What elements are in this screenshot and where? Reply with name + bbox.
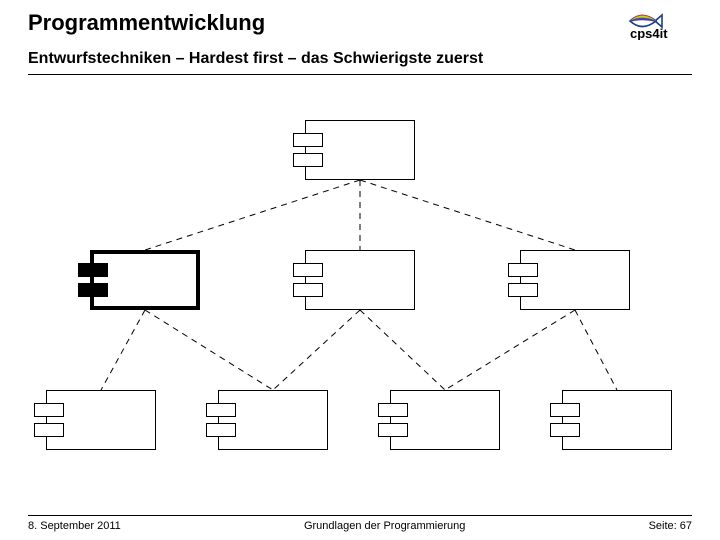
node-notch	[508, 263, 538, 277]
node-notch	[206, 423, 236, 437]
node-notch	[293, 133, 323, 147]
node-notch	[293, 283, 323, 297]
tree-node	[520, 250, 630, 310]
node-notch	[78, 283, 108, 297]
tree-node	[562, 390, 672, 450]
tree-node	[390, 390, 500, 450]
node-notch	[550, 403, 580, 417]
node-notch	[508, 283, 538, 297]
tree-diagram	[0, 100, 720, 480]
header-divider	[28, 74, 692, 75]
node-notch	[293, 263, 323, 277]
tree-node	[305, 120, 415, 180]
brand-logo: cps4it	[628, 12, 692, 40]
footer-page: Seite: 67	[649, 520, 692, 532]
footer-date: 8. September 2011	[28, 520, 121, 532]
node-notch	[78, 263, 108, 277]
svg-text:cps4it: cps4it	[630, 26, 668, 40]
page-subtitle: Entwurfstechniken – Hardest first – das …	[28, 50, 692, 68]
tree-node	[218, 390, 328, 450]
fish-icon: cps4it	[628, 12, 692, 40]
tree-node	[90, 250, 200, 310]
tree-node	[46, 390, 156, 450]
node-notch	[34, 423, 64, 437]
node-notch	[206, 403, 236, 417]
page-title: Programmentwicklung	[28, 10, 265, 36]
node-notch	[293, 153, 323, 167]
footer-divider	[28, 515, 692, 516]
node-notch	[378, 403, 408, 417]
tree-node	[305, 250, 415, 310]
node-notch	[34, 403, 64, 417]
node-notch	[550, 423, 580, 437]
footer-center: Grundlagen der Programmierung	[304, 520, 465, 532]
node-notch	[378, 423, 408, 437]
